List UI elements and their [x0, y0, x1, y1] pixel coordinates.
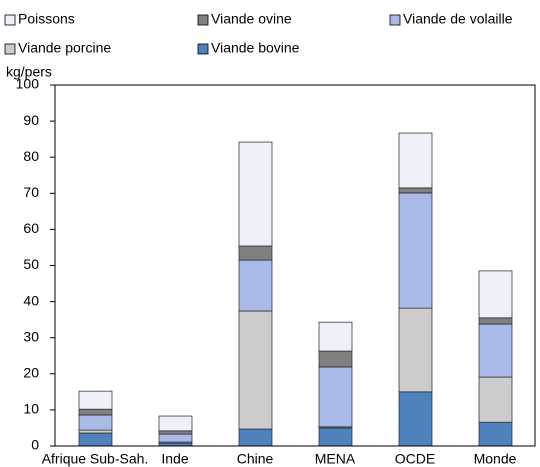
bar-segment	[478, 421, 513, 447]
bar-segment	[398, 187, 433, 194]
x-tick-label: Afrique Sub-Sah.	[42, 451, 149, 467]
bar-segment	[398, 132, 433, 189]
legend-swatch	[4, 43, 16, 55]
legend-swatch	[197, 43, 209, 55]
legend-swatch	[4, 14, 16, 26]
x-tick-label: MENA	[315, 451, 356, 467]
y-tick-label: 80	[23, 148, 39, 164]
x-tick-label: Chine	[237, 451, 274, 467]
legend-swatch	[389, 14, 401, 26]
y-tick-label: 100	[16, 76, 40, 92]
bar-segment	[318, 427, 353, 447]
legend-label: Poissons	[18, 11, 75, 27]
bar-segment	[478, 376, 513, 423]
bar-segment	[398, 192, 433, 309]
legend-label: Viande porcine	[18, 40, 111, 56]
bar-segment	[238, 141, 273, 247]
legend-label: Viande bovine	[211, 40, 300, 56]
y-tick-label: 60	[23, 220, 39, 236]
bar-segment	[478, 270, 513, 319]
bar-segment	[398, 307, 433, 393]
bar-segment	[478, 317, 513, 325]
y-tick-label: 90	[23, 112, 39, 128]
bar-segment	[318, 350, 353, 368]
bar-segment	[318, 366, 353, 428]
bar-segment	[478, 323, 513, 378]
y-tick-label: 30	[23, 328, 39, 344]
x-tick-label: Inde	[161, 451, 188, 467]
bar-segment	[158, 430, 193, 435]
bar-segment	[78, 414, 113, 431]
bar-segment	[78, 408, 113, 416]
bar-segment	[158, 433, 193, 443]
y-tick-label: 70	[23, 184, 39, 200]
legend-swatch	[197, 14, 209, 26]
bar-segment	[78, 432, 113, 447]
bar-segment	[78, 429, 113, 434]
y-tick-label: 40	[23, 292, 39, 308]
y-tick-label: 50	[23, 256, 39, 272]
legend-label: Viande ovine	[211, 11, 292, 27]
y-tick-label: 10	[23, 401, 39, 417]
bar-segment	[398, 391, 433, 447]
y-tick-label: 0	[31, 437, 39, 453]
y-tick-label: 20	[23, 365, 39, 381]
y-axis-label: kg/pers	[6, 64, 52, 80]
x-tick-label: OCDE	[395, 451, 435, 467]
bar-segment	[238, 310, 273, 430]
legend-label: Viande de volaille	[403, 11, 513, 27]
bar-segment	[238, 245, 273, 261]
bar-segment	[78, 390, 113, 410]
bar-segment	[318, 321, 353, 352]
bar-segment	[238, 428, 273, 447]
bar-segment	[158, 415, 193, 432]
bar-segment	[238, 259, 273, 312]
x-tick-label: Monde	[474, 451, 517, 467]
plot-frame	[54, 84, 536, 447]
